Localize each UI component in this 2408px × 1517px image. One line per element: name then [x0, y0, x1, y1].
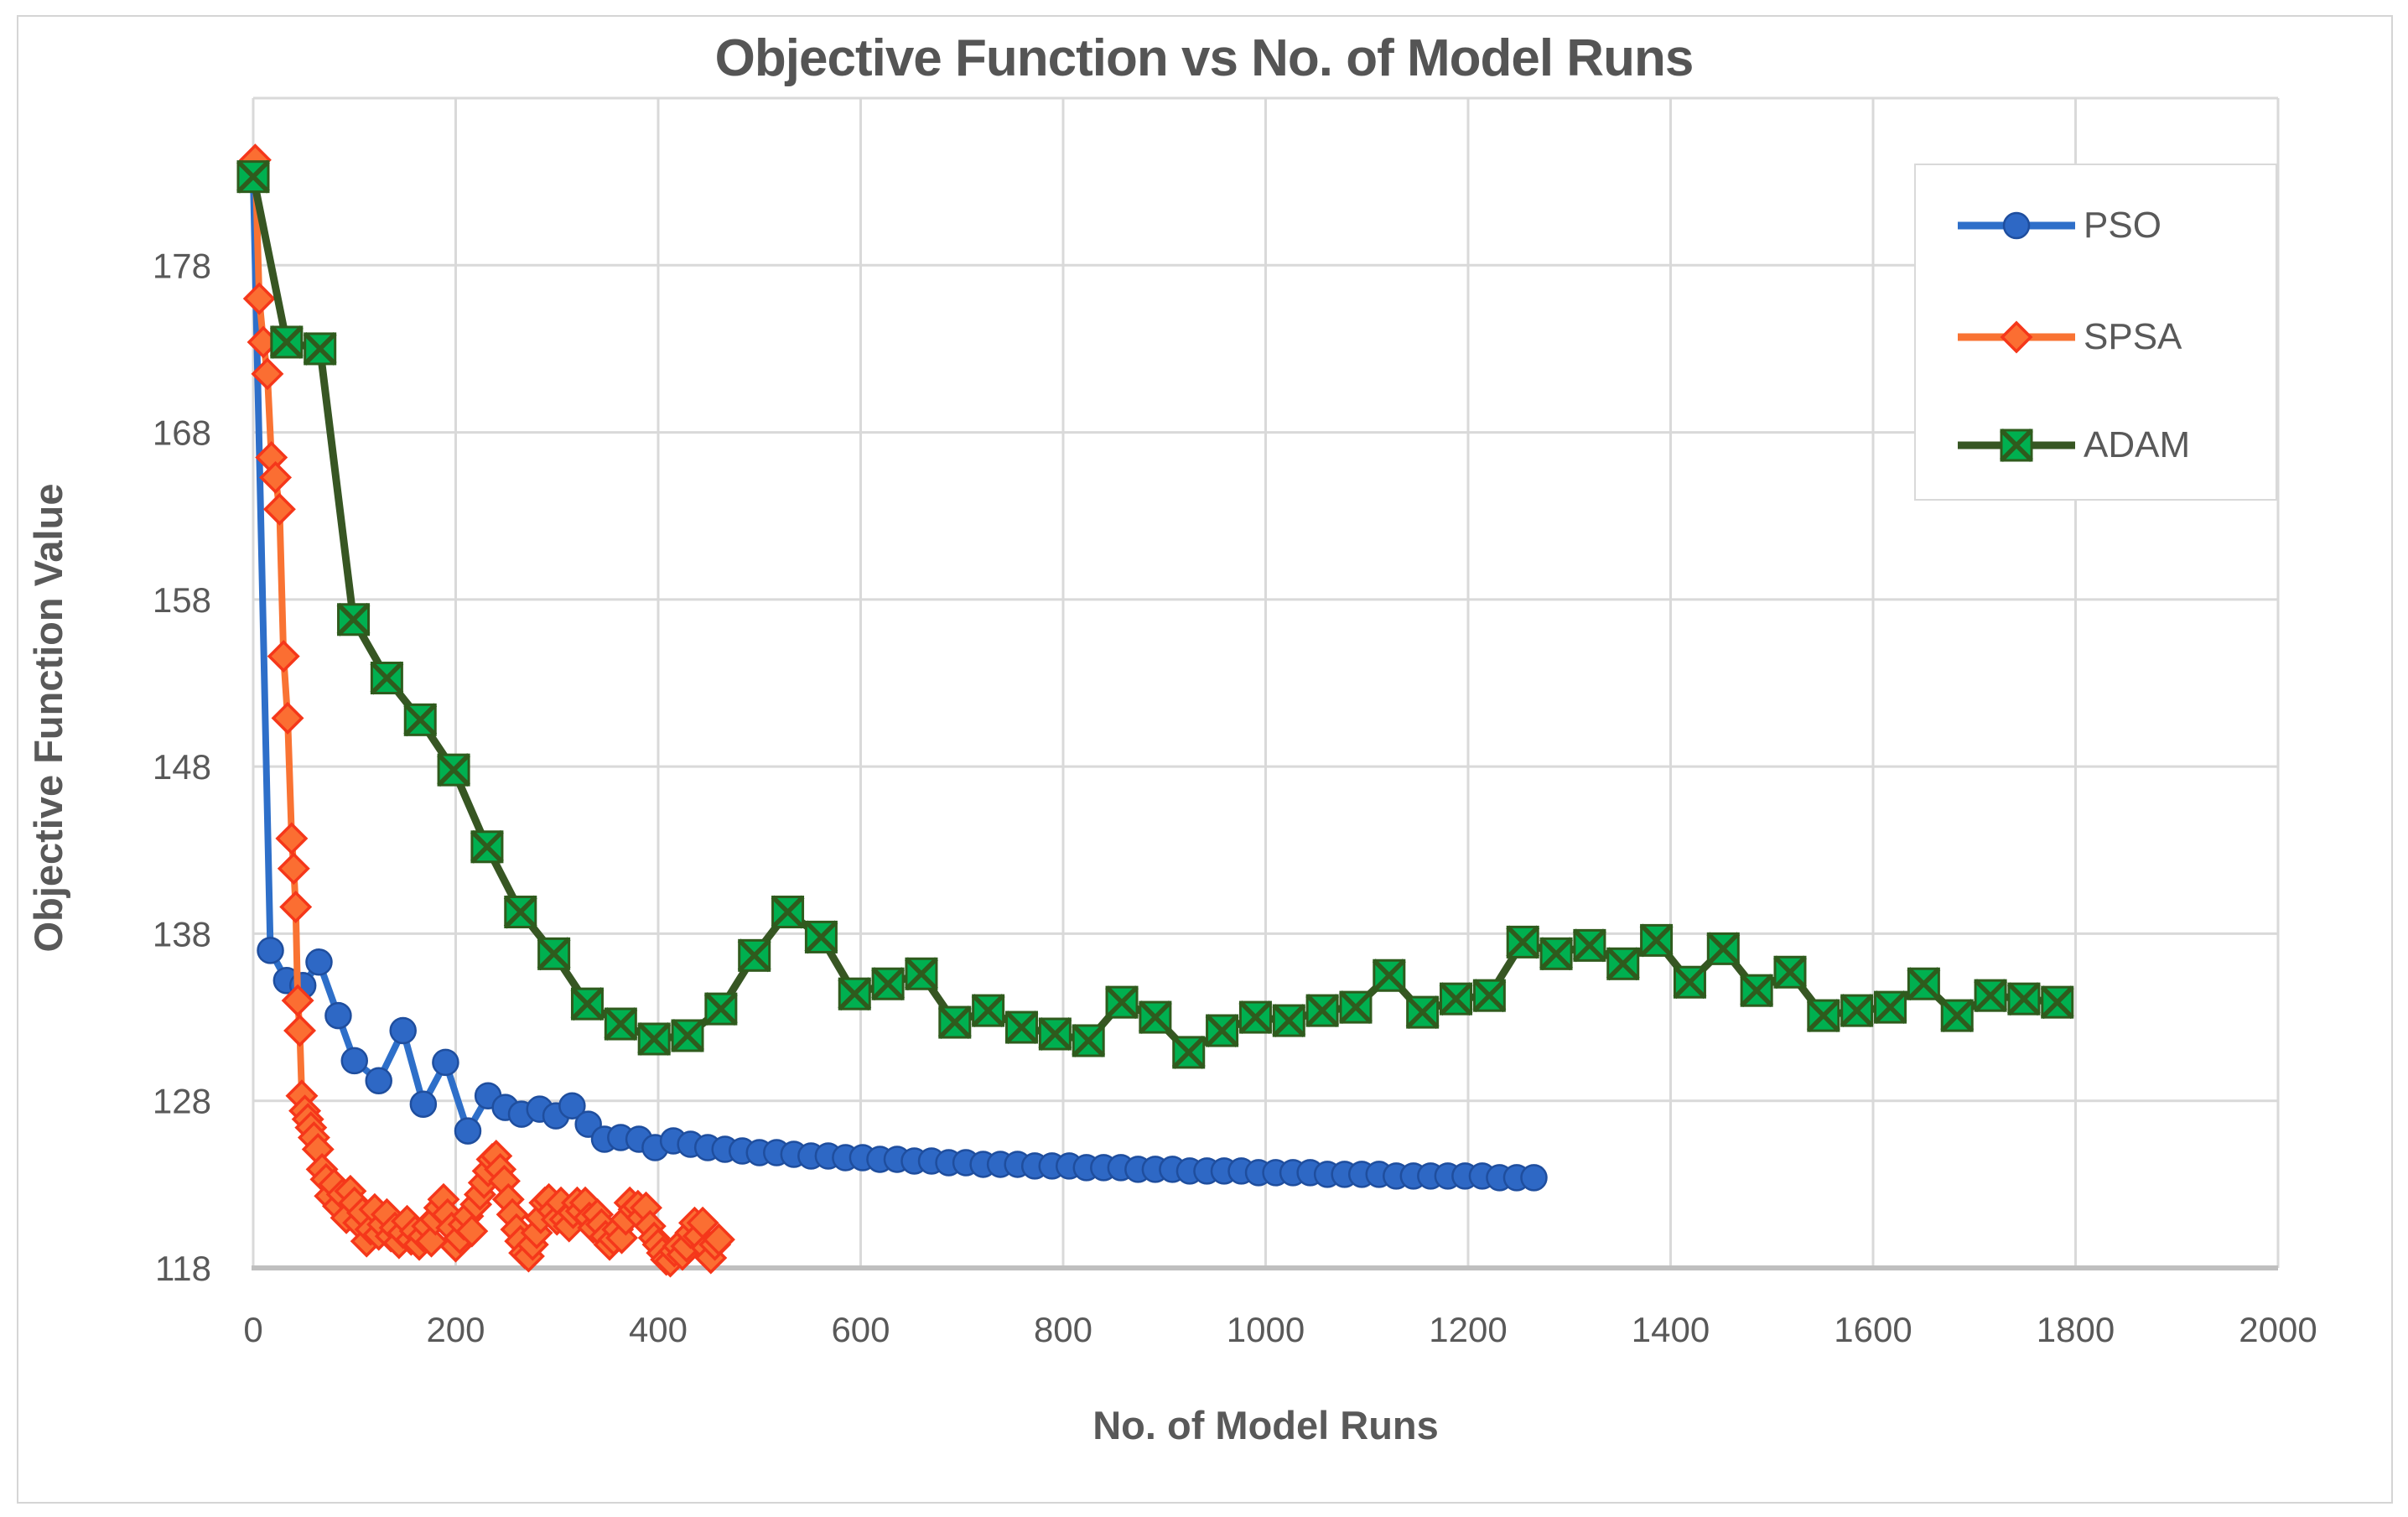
svg-text:400: 400	[629, 1310, 688, 1349]
series-pso-markers	[239, 163, 1548, 1192]
svg-text:1400: 1400	[1632, 1310, 1710, 1349]
y-tick-labels: 118 128 138 148 158 168 178	[153, 246, 211, 1288]
legend: PSO SPSA ADAM	[1914, 164, 2277, 501]
svg-text:1200: 1200	[1429, 1310, 1507, 1349]
spsa-line-marker-icon	[1958, 320, 2075, 354]
svg-text:200: 200	[426, 1310, 485, 1349]
adam-line-marker-icon	[1958, 429, 2075, 462]
svg-text:138: 138	[153, 914, 211, 953]
svg-text:1000: 1000	[1227, 1310, 1305, 1349]
y-axis-title: Objective Function Value	[26, 483, 70, 953]
svg-text:148: 148	[153, 747, 211, 787]
svg-text:0: 0	[243, 1310, 262, 1349]
svg-text:158: 158	[153, 580, 211, 620]
legend-item-spsa: SPSA	[1958, 312, 2182, 362]
chart-title: Objective Function vs No. of Model Runs	[714, 29, 1694, 87]
legend-label-adam: ADAM	[2084, 424, 2191, 465]
legend-item-adam: ADAM	[1958, 420, 2190, 470]
pso-line-marker-icon	[1958, 211, 2075, 240]
svg-text:128: 128	[153, 1082, 211, 1121]
svg-text:2000: 2000	[2239, 1310, 2317, 1349]
x-tick-labels: 0 200 400 600 800 1000 1200 1400 1600 1800 2000	[243, 1310, 2317, 1349]
svg-text:1800: 1800	[2037, 1310, 2115, 1349]
series-spsa-markers	[238, 143, 735, 1278]
legend-label-pso: PSO	[2084, 205, 2161, 246]
legend-item-pso: PSO	[1958, 200, 2161, 251]
x-axis-title: No. of Model Runs	[1092, 1403, 1439, 1447]
series-adam-markers	[236, 159, 2074, 1069]
series-pso-line	[250, 173, 1538, 1182]
svg-text:118: 118	[155, 1249, 211, 1288]
svg-text:800: 800	[1034, 1310, 1092, 1349]
svg-text:600: 600	[831, 1310, 890, 1349]
svg-text:168: 168	[153, 413, 211, 453]
svg-text:1600: 1600	[1834, 1310, 1912, 1349]
legend-label-spsa: SPSA	[2084, 316, 2182, 357]
svg-text:178: 178	[153, 246, 211, 285]
